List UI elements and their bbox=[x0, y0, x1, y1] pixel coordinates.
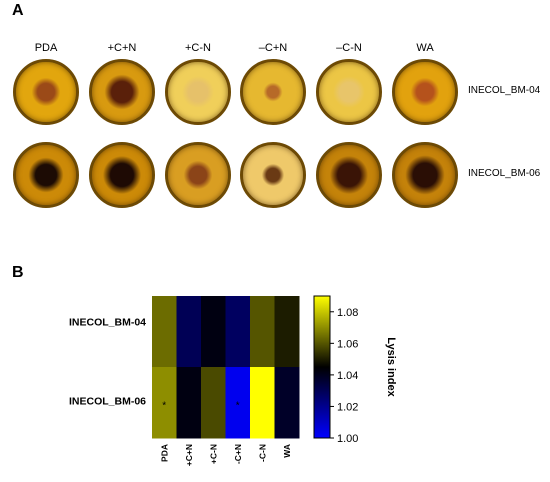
heatmap-cell bbox=[152, 367, 177, 439]
plate-column-header: +C+N bbox=[107, 42, 137, 54]
plate-column-header: –C-N bbox=[336, 42, 362, 54]
petri-plate bbox=[165, 59, 231, 125]
petri-plate bbox=[89, 142, 155, 208]
petri-plate bbox=[316, 142, 382, 208]
petri-plate bbox=[240, 142, 306, 208]
colorbar-tick-label: 1.08 bbox=[337, 307, 358, 319]
heatmap-cell bbox=[250, 296, 275, 368]
heatmap-cell bbox=[176, 296, 202, 368]
plate-column-header: PDA bbox=[34, 42, 58, 54]
significance-marker: * bbox=[236, 401, 240, 412]
plate-column-header: WA bbox=[416, 42, 434, 54]
heatmap-column-label: +C+N bbox=[184, 444, 194, 466]
petri-plate bbox=[89, 59, 155, 125]
colorbar-tick-label: 1.02 bbox=[337, 401, 358, 413]
heatmap-column-label: -C+N bbox=[233, 444, 243, 464]
heatmap-cells: * * bbox=[152, 296, 300, 439]
plate-row-label: INECOL_BM-06 bbox=[468, 168, 541, 179]
petri-plate bbox=[316, 59, 382, 125]
colorbar-tick-label: 1.04 bbox=[337, 370, 358, 382]
plate-column-header: +C-N bbox=[185, 42, 211, 54]
heatmap-cell bbox=[201, 367, 226, 439]
significance-marker: * bbox=[162, 401, 166, 412]
petri-plate bbox=[392, 142, 458, 208]
heatmap-column-label: PDA bbox=[159, 444, 169, 462]
heatmap-cell bbox=[225, 296, 251, 368]
heatmap-cell bbox=[176, 367, 202, 439]
heatmap-cell bbox=[274, 296, 300, 368]
heatmap-cell bbox=[152, 296, 177, 368]
colorbar-gradient bbox=[313, 295, 331, 439]
heatmap-cell bbox=[201, 296, 226, 368]
heatmap-cell bbox=[225, 367, 251, 439]
heatmap-row-label: INECOL_BM-06 bbox=[69, 396, 146, 408]
colorbar: 1.00 1.02 1.04 1.06 1.08 Lysis index bbox=[313, 295, 397, 445]
heatmap-row-labels: INECOL_BM-04 INECOL_BM-06 bbox=[69, 317, 146, 408]
heatmap-cell bbox=[274, 367, 300, 439]
plate-column-header: –C+N bbox=[258, 42, 288, 54]
colorbar-tick-label: 1.06 bbox=[337, 338, 358, 350]
heatmap-cell bbox=[250, 367, 275, 439]
heatmap-column-label: +C-N bbox=[208, 444, 218, 464]
plate-row-label: INECOL_BM-04 bbox=[468, 85, 541, 96]
heatmap-column-label: -C-N bbox=[257, 444, 267, 462]
petri-plate bbox=[165, 142, 231, 208]
petri-plate bbox=[240, 59, 306, 125]
panel-b-letter: B bbox=[12, 264, 24, 281]
petri-plate bbox=[392, 59, 458, 125]
petri-plate bbox=[13, 59, 79, 125]
heatmap-column-labels: PDA +C+N +C-N -C+N -C-N WA bbox=[159, 444, 292, 466]
colorbar-label: Lysis index bbox=[385, 337, 397, 397]
panel-a-letter: A bbox=[12, 2, 24, 19]
petri-plate bbox=[13, 142, 79, 208]
colorbar-tick-label: 1.00 bbox=[337, 433, 358, 445]
heatmap-row-label: INECOL_BM-04 bbox=[69, 317, 146, 329]
heatmap-column-label: WA bbox=[282, 444, 292, 458]
